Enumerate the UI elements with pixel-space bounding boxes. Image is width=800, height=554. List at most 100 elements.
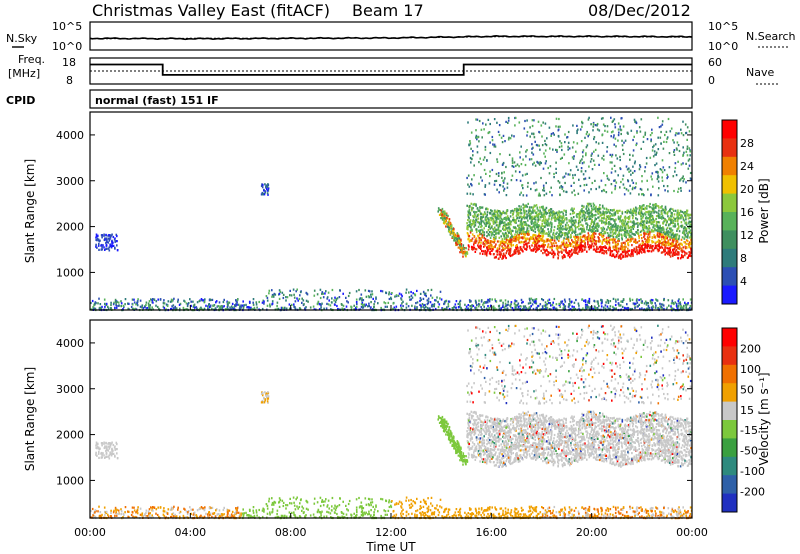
power-cell: [302, 299, 305, 302]
power-cell: [592, 224, 595, 227]
power-cell: [609, 215, 612, 218]
power-cell: [621, 256, 624, 259]
power-cell: [539, 231, 542, 234]
power-cell: [235, 300, 238, 303]
power-cell: [494, 236, 497, 239]
power-cell: [472, 304, 475, 307]
power-cell: [605, 238, 608, 241]
power-cell: [488, 131, 491, 134]
power-cell: [532, 249, 535, 252]
power-cell: [609, 212, 611, 215]
power-cell: [486, 301, 489, 304]
power-cell: [687, 232, 689, 235]
power-cell: [114, 300, 117, 303]
power-cell: [668, 304, 670, 307]
power-cell: [483, 222, 486, 225]
power-cell: [491, 234, 493, 237]
power-cell: [546, 219, 548, 222]
power-cell: [685, 304, 688, 308]
power-cell: [685, 235, 688, 238]
power-cell: [690, 238, 692, 242]
power-cell: [579, 184, 582, 188]
power-cell: [501, 220, 503, 224]
power-cell: [648, 246, 651, 250]
power-cell: [615, 255, 618, 258]
power-cell: [550, 236, 553, 239]
power-cell: [171, 299, 174, 302]
power-cell: [634, 209, 636, 212]
power-cell: [104, 303, 107, 306]
power-cell: [231, 305, 233, 308]
power-cell: [649, 299, 652, 302]
power-cell: [576, 226, 579, 229]
power-cell: [670, 305, 672, 308]
power-cell: [444, 220, 447, 224]
power-cell: [671, 218, 674, 221]
power-cell: [116, 244, 118, 247]
power-cell: [566, 245, 569, 248]
power-cell: [553, 242, 555, 245]
power-cell: [364, 289, 367, 292]
power-cell: [460, 242, 463, 246]
power-cell: [520, 305, 522, 308]
power-cell: [578, 225, 580, 228]
power-cell: [621, 210, 624, 213]
power-cell: [482, 234, 485, 237]
power-cell: [673, 248, 676, 251]
power-cell: [685, 303, 687, 306]
power-cell: [679, 301, 681, 304]
power-cell: [641, 193, 643, 196]
power-cell: [648, 249, 651, 253]
power-cell: [103, 246, 105, 249]
power-cell: [651, 221, 653, 224]
power-cell: [486, 235, 488, 238]
power-cell: [680, 247, 683, 250]
power-cell: [592, 208, 594, 211]
power-cell: [658, 221, 661, 224]
power-cell: [508, 253, 511, 256]
power-cell: [342, 292, 344, 295]
power-cell: [426, 299, 429, 302]
power-cell: [510, 210, 512, 213]
power-cell: [577, 302, 580, 305]
power-cell: [666, 246, 668, 250]
power-cell: [666, 306, 668, 309]
power-cell: [480, 221, 482, 224]
power-cell: [479, 206, 481, 209]
power-cell: [496, 250, 499, 254]
power-cell: [558, 226, 560, 229]
power-cell: [551, 242, 553, 246]
power-cell: [644, 213, 647, 216]
power-cell: [685, 246, 688, 249]
power-cell: [456, 232, 459, 235]
power-cell: [636, 225, 639, 229]
power-cell: [380, 307, 382, 310]
power-cell: [496, 121, 498, 124]
power-cell: [510, 239, 513, 242]
power-cell: [515, 227, 517, 230]
power-cell: [507, 248, 510, 251]
power-cell: [494, 213, 497, 216]
power-cell: [128, 302, 130, 305]
power-cell: [505, 218, 507, 221]
power-cell: [133, 301, 136, 304]
power-cell: [664, 231, 666, 234]
power-cell: [644, 243, 647, 246]
power-cell: [285, 299, 287, 302]
power-cell: [589, 239, 592, 242]
power-cell: [514, 299, 516, 302]
power-cell: [319, 296, 322, 300]
power-cell: [519, 252, 521, 255]
power-cell: [664, 207, 667, 210]
power-cell: [563, 298, 566, 301]
power-cell: [443, 222, 446, 225]
power-cell: [657, 239, 660, 242]
power-cell: [518, 237, 520, 240]
power-cell: [595, 241, 597, 244]
power-cell: [492, 222, 495, 225]
power-cell: [568, 228, 571, 231]
power-cell: [639, 222, 642, 225]
power-cell: [569, 219, 572, 222]
power-cell: [655, 298, 657, 301]
power-cell: [565, 217, 567, 220]
